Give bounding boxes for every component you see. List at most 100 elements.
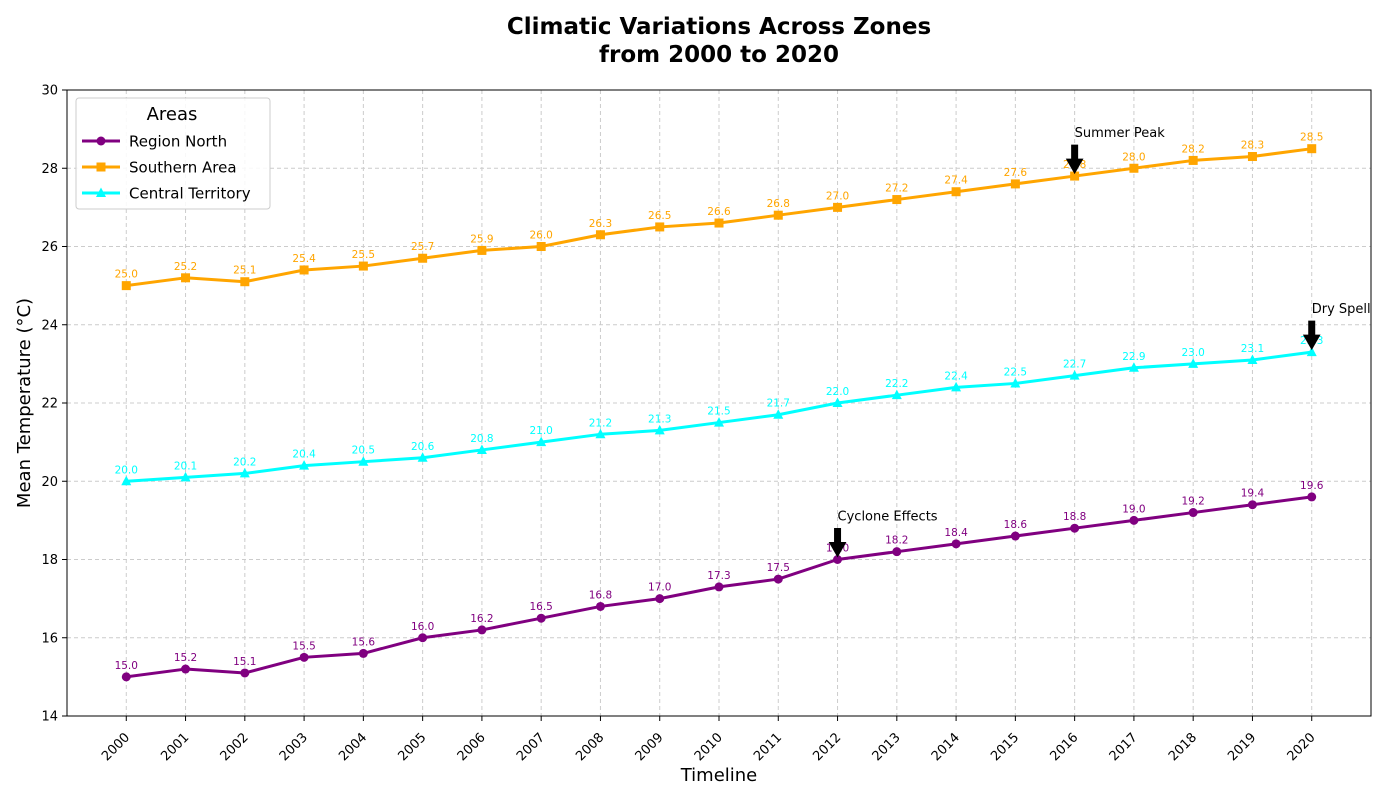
y-tick-label: 30 [41,84,58,99]
data-label-region-north: 18.4 [944,527,968,539]
data-label-region-north: 15.6 [352,636,376,648]
data-point-southern-area [714,218,724,228]
data-label-central-territory: 23.0 [1181,347,1204,359]
data-label-central-territory: 20.2 [233,456,256,468]
y-axis-label: Mean Temperature (°C) [14,298,35,508]
legend-swatch-marker [96,162,106,172]
series-southern-area [121,144,1317,291]
data-point-southern-area [1307,144,1317,154]
data-point-southern-area [477,245,487,255]
data-label-region-north: 19.6 [1300,480,1324,492]
data-label-southern-area: 27.6 [1004,167,1028,179]
data-point-southern-area [655,222,665,232]
chart-title: Climatic Variations Across Zones [507,14,931,40]
legend-swatch-marker [96,136,106,146]
data-point-southern-area [773,210,783,220]
annotation: Summer Peak [1065,126,1166,175]
data-label-region-north: 19.4 [1241,488,1265,500]
data-label-central-territory: 20.0 [115,464,138,476]
data-label-southern-area: 26.8 [767,198,790,210]
data-point-southern-area [358,261,368,271]
data-point-southern-area [951,187,961,197]
data-label-southern-area: 26.3 [589,218,612,230]
data-point-region-north [833,555,843,564]
data-label-southern-area: 25.2 [174,261,197,273]
data-label-central-territory: 21.2 [589,417,612,429]
data-point-southern-area [833,202,843,212]
data-point-central-territory [358,456,369,466]
data-point-southern-area [181,273,191,283]
data-point-central-territory [536,436,547,447]
data-point-region-north [240,668,250,678]
data-point-central-territory [299,460,310,470]
data-label-region-north: 15.2 [174,652,197,664]
data-label-southern-area: 26.5 [648,210,671,222]
annotation-arrow [1065,144,1084,175]
data-label-region-north: 17.3 [707,570,730,582]
data-point-central-territory [417,452,428,462]
data-point-region-north [892,547,902,557]
data-label-central-territory: 21.3 [648,413,671,425]
data-point-central-territory [951,381,962,392]
legend-swatch-marker [96,187,106,197]
y-tick-label: 22 [41,397,58,412]
data-label-southern-area: 25.7 [411,241,434,253]
data-label-southern-area: 25.0 [115,269,138,281]
data-label-southern-area: 28.3 [1241,140,1264,152]
data-point-region-north [358,648,368,658]
data-labels: 15.0 15.2 15.1 15.5 15.6 16.0 16.2 16.5 16.8 17.0… [115,132,1324,672]
data-label-central-territory: 20.4 [292,449,316,461]
series-group [121,144,1317,682]
data-point-central-territory [1188,358,1199,368]
chart-subtitle: from 2000 to 2020 [599,42,839,68]
data-label-region-north: 15.1 [233,656,256,668]
data-point-region-north [121,672,131,682]
data-label-southern-area: 28.2 [1181,143,1204,155]
data-label-southern-area: 28.5 [1300,132,1323,144]
annotation: Cyclone Effects [828,510,938,558]
data-point-central-territory [1247,354,1258,364]
data-point-central-territory [1069,370,1080,380]
data-point-southern-area [1010,179,1020,189]
y-tick-label: 24 [41,318,58,333]
data-label-southern-area: 25.5 [352,249,375,261]
data-label-southern-area: 28.0 [1122,151,1145,163]
data-point-central-territory [714,417,724,427]
data-point-southern-area [536,242,546,251]
data-point-southern-area [121,281,131,291]
data-label-region-north: 18.2 [885,535,908,547]
data-point-region-north [1010,531,1020,541]
annotations: Summer Peak Dry Spell Cyclone Effects [828,126,1371,558]
series-region-north [121,492,1317,682]
annotation-arrow [1302,320,1321,351]
legend-label: Southern Area [129,159,237,177]
data-label-southern-area: 27.4 [944,175,968,187]
annotation-text: Summer Peak [1075,126,1166,141]
data-label-southern-area: 26.6 [707,206,731,218]
data-point-region-north [655,594,665,604]
legend-label: Central Territory [129,185,251,203]
data-point-central-territory [832,397,843,407]
annotation-arrow [828,528,847,558]
data-label-central-territory: 22.5 [1004,366,1027,378]
data-label-central-territory: 20.1 [174,460,197,472]
y-tick-label: 28 [41,162,58,177]
data-point-central-territory [773,409,784,419]
data-label-region-north: 16.5 [529,601,552,613]
data-label-central-territory: 22.4 [944,370,968,382]
data-label-central-territory: 20.6 [411,441,435,453]
data-point-southern-area [1247,152,1257,162]
data-point-region-north [1129,515,1139,525]
data-point-region-north [773,574,783,584]
data-point-central-territory [476,444,487,454]
data-label-region-north: 18.8 [1063,511,1086,523]
legend-title: Areas [147,104,198,125]
data-point-region-north [181,664,191,674]
y-tick-label: 18 [41,553,58,568]
data-point-southern-area [892,195,902,205]
y-tick-label: 14 [41,710,58,725]
data-label-southern-area: 25.9 [470,233,493,245]
data-label-region-north: 19.0 [1122,503,1145,515]
data-point-region-north [1070,523,1080,533]
